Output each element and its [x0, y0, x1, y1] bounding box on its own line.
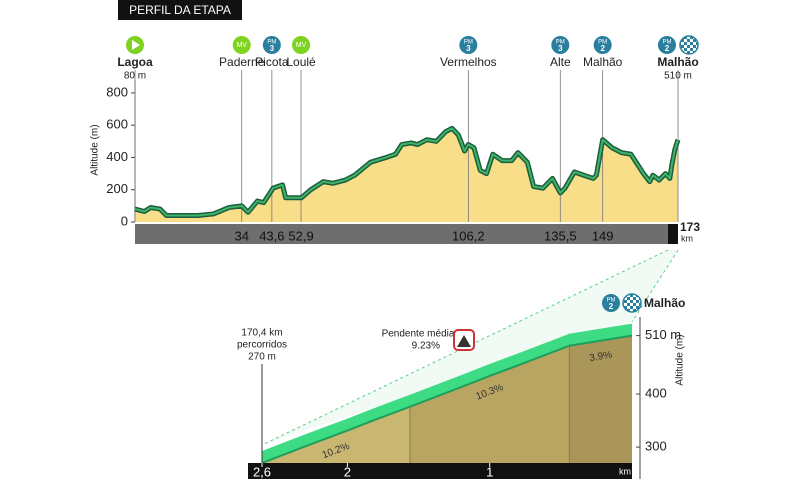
- badge-label: PM: [598, 40, 607, 46]
- x-axis-bar: [248, 463, 632, 479]
- y-tick-label: 400: [645, 385, 667, 400]
- badge: [602, 294, 620, 312]
- section-area: [410, 345, 570, 463]
- badge-label: PM: [556, 40, 565, 46]
- x-tick-label: 173: [680, 220, 700, 234]
- x-tick-label: 34: [234, 228, 248, 243]
- finish-flag: [679, 35, 699, 55]
- start-note: 170,4 km: [241, 328, 282, 339]
- start-arrow: [132, 40, 140, 50]
- y-tick-label: 600: [106, 117, 128, 132]
- badge: [459, 36, 478, 54]
- x-axis-end: [668, 224, 678, 244]
- badge-number: 3: [466, 44, 471, 53]
- badge-label: PM: [663, 40, 672, 46]
- x-tick-label: 2: [344, 464, 351, 479]
- finish-name: Malhão: [644, 296, 685, 310]
- x-tick-label: 52,9: [288, 228, 313, 243]
- badge-label: PM: [267, 40, 276, 46]
- badge-number: 3: [270, 44, 275, 53]
- section-area: [569, 335, 632, 463]
- badge-label: PM: [464, 40, 473, 46]
- badge: [593, 36, 612, 54]
- average-label: Pendente média: [382, 329, 455, 340]
- badge-label: PM: [607, 298, 616, 304]
- average-value: 9.23%: [412, 341, 440, 352]
- x-tick-label: 135,5: [544, 228, 577, 243]
- x-tick-label: 2,6: [253, 464, 271, 479]
- waypoint-name: Malhão: [583, 55, 623, 69]
- badge: [551, 36, 570, 54]
- x-tick-label: 106,2: [452, 228, 485, 243]
- x-unit: km: [681, 233, 693, 243]
- waypoint-name: Malhão: [657, 55, 698, 69]
- waypoint-name: Lagoa: [117, 55, 153, 69]
- elevation-line-highlight: [134, 127, 679, 217]
- badge: [292, 36, 311, 54]
- badge-number: 2: [609, 302, 614, 311]
- profile-band: [262, 323, 632, 463]
- y-tick-label: 400: [106, 149, 128, 164]
- badge-number: 2: [600, 44, 605, 53]
- y-axis-title: Altitude (m): [90, 124, 101, 175]
- elevation-area: [135, 128, 678, 222]
- x-tick-label: 43,6: [259, 228, 284, 243]
- title-box: [118, 0, 242, 20]
- average-icon: [457, 335, 471, 347]
- waypoint-name: Loulé: [286, 55, 316, 69]
- start-note: percorridos: [237, 340, 287, 351]
- y-tick-label: 800: [106, 84, 128, 99]
- zoom-line: [631, 249, 679, 323]
- waypoint-altitude: 510 m: [664, 71, 692, 82]
- x-tick-label: 1: [486, 464, 493, 479]
- x-unit: km: [619, 466, 631, 476]
- waypoint-name: Paderne: [219, 55, 265, 69]
- badge-label: MV: [236, 42, 247, 49]
- y-axis-title: Altitude (m): [675, 334, 686, 385]
- badge: [232, 36, 251, 54]
- waypoint-name: Alte: [550, 55, 571, 69]
- profile-edge: [261, 334, 633, 464]
- grade-label: 3.9%: [589, 350, 613, 365]
- badge-number: 2: [665, 44, 670, 53]
- y-tick-label: 200: [106, 181, 128, 196]
- badge: [658, 36, 676, 54]
- x-tick-label: 149: [592, 228, 614, 243]
- start-note: 270 m: [248, 352, 276, 363]
- waypoint-altitude: 80 m: [124, 71, 146, 82]
- y-tick-label: 300: [645, 439, 667, 454]
- finish-flag: [622, 293, 642, 313]
- y-tick-label: 510 m: [645, 327, 681, 342]
- badge-number: 3: [558, 44, 563, 53]
- waypoint-name: Vermelhos: [440, 55, 497, 69]
- badge-label: MV: [296, 42, 307, 49]
- badge: [262, 36, 281, 54]
- y-tick-label: 0: [121, 213, 128, 228]
- x-axis-bar: [135, 224, 678, 244]
- chart-title: PERFIL DA ETAPA: [129, 3, 231, 17]
- waypoint-name: Picota: [255, 55, 289, 69]
